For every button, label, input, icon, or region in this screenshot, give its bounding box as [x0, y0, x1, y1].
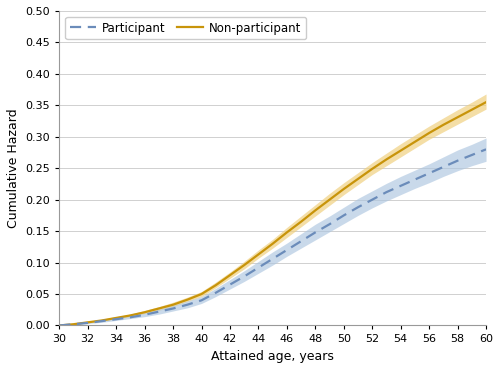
Legend: Participant, Non-participant: Participant, Non-participant	[65, 17, 306, 39]
X-axis label: Attained age, years: Attained age, years	[211, 350, 334, 363]
Y-axis label: Cumulative Hazard: Cumulative Hazard	[7, 108, 20, 228]
